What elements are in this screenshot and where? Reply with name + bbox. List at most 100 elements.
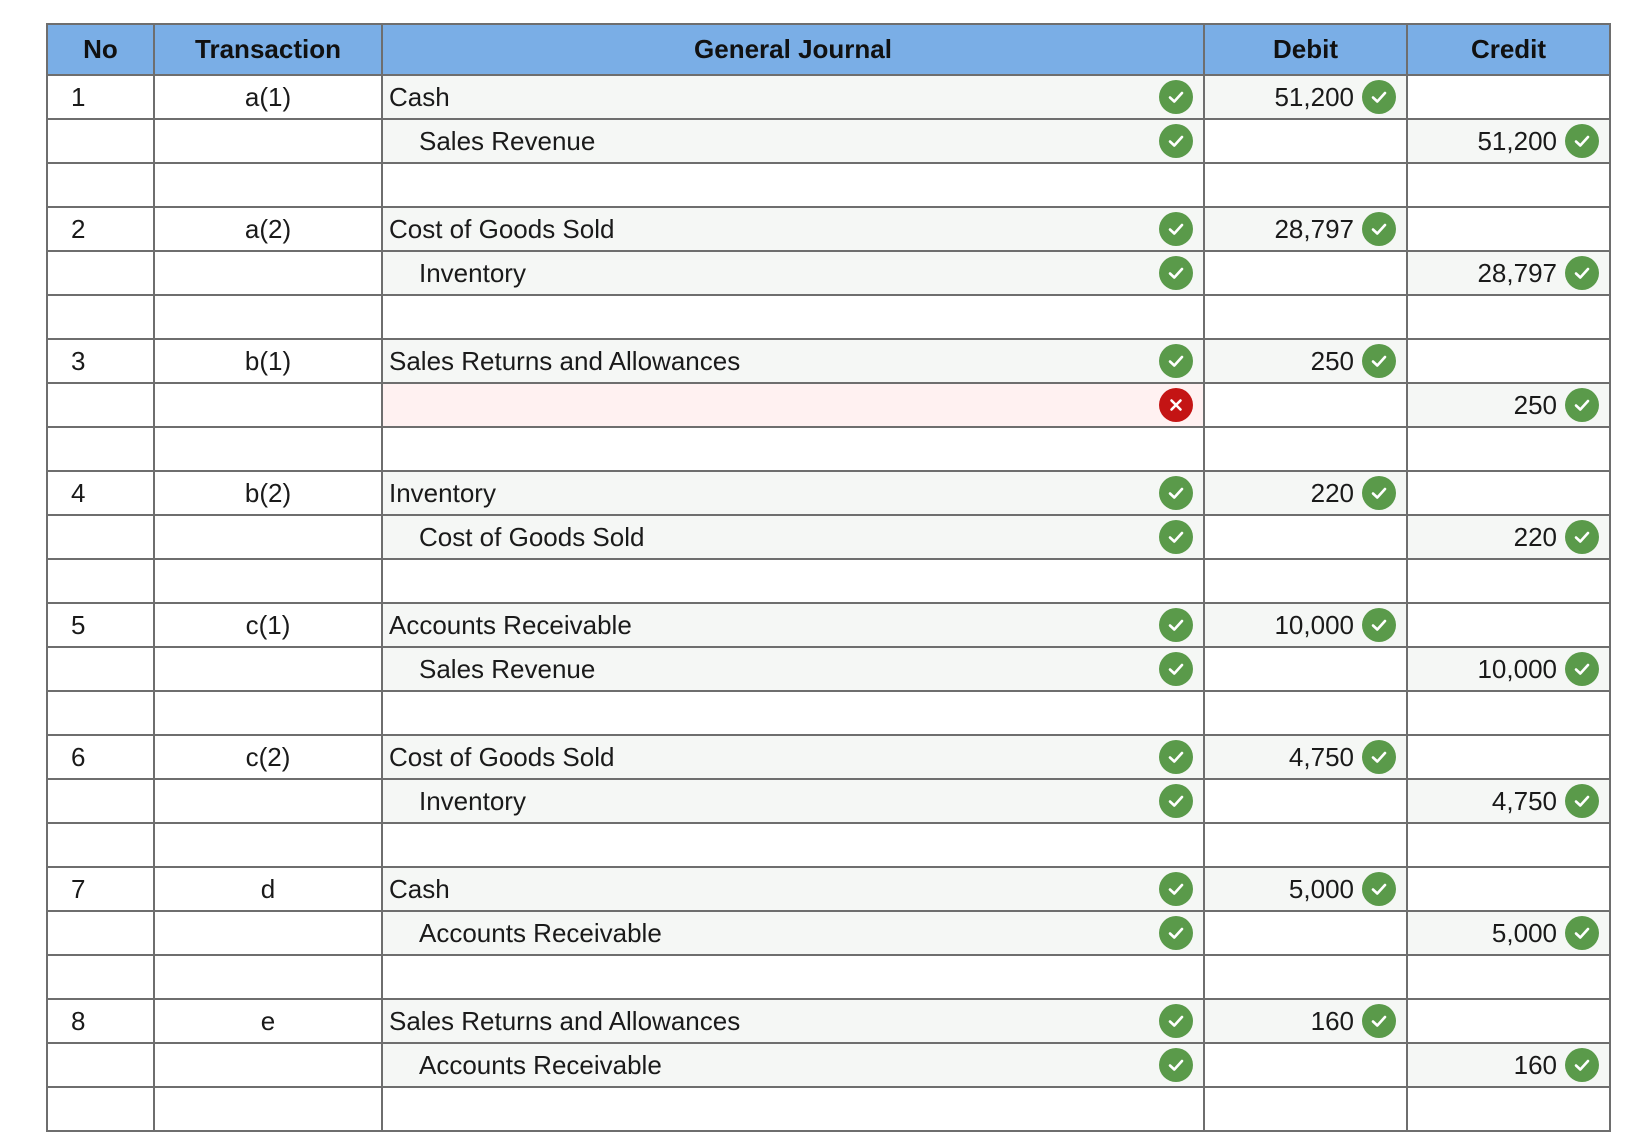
debit-cell[interactable]: 220 <box>1203 470 1408 516</box>
debit-cell[interactable]: 5,000 <box>1203 866 1408 912</box>
entry-number-cell: 4 <box>46 470 155 516</box>
check-circle-icon <box>1159 608 1193 642</box>
account-cell[interactable]: Sales Revenue <box>381 118 1205 164</box>
debit-amount[interactable]: 51,200 <box>1274 81 1354 112</box>
debit-cell[interactable]: 28,797 <box>1203 206 1408 252</box>
transaction-cell <box>153 118 383 164</box>
credit-cell[interactable]: 51,200 <box>1406 118 1611 164</box>
account-cell[interactable]: Cost of Goods Sold <box>381 734 1205 780</box>
account-name[interactable]: Sales Revenue <box>419 125 596 156</box>
account-cell <box>381 294 1205 340</box>
transaction-cell <box>153 778 383 824</box>
credit-cell[interactable]: 28,797 <box>1406 250 1611 296</box>
journal-row: 7 d Cash 5,000 <box>46 866 1611 912</box>
credit-amount[interactable]: 220 <box>1513 521 1557 552</box>
entry-number-cell <box>46 558 155 604</box>
journal-row: 4 b(2) Inventory 220 <box>46 470 1611 516</box>
check-circle-icon <box>1159 652 1193 686</box>
debit-cell <box>1203 778 1408 824</box>
check-circle-icon <box>1159 520 1193 554</box>
entry-number-cell <box>46 294 155 340</box>
check-circle-icon <box>1159 1048 1193 1082</box>
account-name[interactable]: Inventory <box>419 785 526 816</box>
debit-amount[interactable]: 220 <box>1310 477 1354 508</box>
account-cell[interactable]: Sales Revenue <box>381 646 1205 692</box>
credit-amount[interactable]: 28,797 <box>1477 257 1557 288</box>
account-cell[interactable]: Sales Returns and Allowances <box>381 338 1205 384</box>
credit-amount[interactable]: 4,750 <box>1491 785 1557 816</box>
credit-amount[interactable]: 5,000 <box>1491 917 1557 948</box>
transaction-cell <box>153 382 383 428</box>
check-circle-icon <box>1565 652 1599 686</box>
transaction-cell <box>153 294 383 340</box>
credit-amount[interactable]: 250 <box>1513 389 1557 420</box>
journal-row: Accounts Receivable 5,000 <box>46 910 1611 956</box>
account-name[interactable]: Cost of Goods Sold <box>419 521 645 552</box>
debit-cell <box>1203 1042 1408 1088</box>
credit-cell[interactable]: 160 <box>1406 1042 1611 1088</box>
check-circle-icon <box>1159 1004 1193 1038</box>
account-cell[interactable]: Cost of Goods Sold <box>381 514 1205 560</box>
account-cell[interactable]: Accounts Receivable <box>381 910 1205 956</box>
debit-amount[interactable]: 160 <box>1310 1005 1354 1036</box>
account-cell[interactable]: Accounts Receivable <box>381 1042 1205 1088</box>
credit-amount[interactable]: 160 <box>1513 1049 1557 1080</box>
account-cell[interactable]: Inventory <box>381 778 1205 824</box>
credit-cell <box>1406 602 1611 648</box>
account-cell <box>381 426 1205 472</box>
check-circle-icon <box>1565 520 1599 554</box>
account-name[interactable]: Sales Returns and Allowances <box>389 1005 741 1036</box>
account-cell[interactable]: Inventory <box>381 470 1205 516</box>
debit-cell <box>1203 250 1408 296</box>
debit-cell[interactable]: 51,200 <box>1203 74 1408 120</box>
account-cell[interactable]: Cost of Goods Sold <box>381 206 1205 252</box>
account-name[interactable]: Accounts Receivable <box>419 1049 662 1080</box>
credit-cell[interactable]: 4,750 <box>1406 778 1611 824</box>
entry-number-cell <box>46 162 155 208</box>
debit-amount[interactable]: 28,797 <box>1274 213 1354 244</box>
check-circle-icon <box>1159 212 1193 246</box>
debit-cell[interactable]: 4,750 <box>1203 734 1408 780</box>
account-name[interactable]: Cost of Goods Sold <box>389 741 615 772</box>
account-name[interactable]: Accounts Receivable <box>389 609 632 640</box>
account-cell <box>381 162 1205 208</box>
debit-cell[interactable]: 10,000 <box>1203 602 1408 648</box>
account-cell <box>381 822 1205 868</box>
account-cell[interactable]: Cash <box>381 866 1205 912</box>
debit-cell[interactable]: 160 <box>1203 998 1408 1044</box>
journal-row: 8 e Sales Returns and Allowances 160 <box>46 998 1611 1044</box>
credit-amount[interactable]: 51,200 <box>1477 125 1557 156</box>
journal-row: 1 a(1) Cash 51,200 <box>46 74 1611 120</box>
account-name[interactable]: Cash <box>389 873 450 904</box>
account-name[interactable]: Accounts Receivable <box>419 917 662 948</box>
account-name[interactable]: Cash <box>389 81 450 112</box>
journal-row: 3 b(1) Sales Returns and Allowances 250 <box>46 338 1611 384</box>
account-name[interactable]: Cost of Goods Sold <box>389 213 615 244</box>
entry-number-cell: 8 <box>46 998 155 1044</box>
check-circle-icon <box>1362 1004 1396 1038</box>
account-cell[interactable]: Cash <box>381 74 1205 120</box>
account-cell[interactable]: Inventory <box>381 250 1205 296</box>
debit-amount[interactable]: 5,000 <box>1288 873 1354 904</box>
account-cell[interactable]: Sales Returns and Allowances <box>381 998 1205 1044</box>
header-no: No <box>46 23 155 76</box>
blank-row <box>46 294 1611 340</box>
debit-cell[interactable]: 250 <box>1203 338 1408 384</box>
account-name[interactable]: Inventory <box>419 257 526 288</box>
account-name[interactable]: Sales Returns and Allowances <box>389 345 741 376</box>
journal-table-container: No Transaction General Journal Debit Cre… <box>46 23 1611 1132</box>
credit-cell[interactable]: 250 <box>1406 382 1611 428</box>
credit-cell[interactable]: 220 <box>1406 514 1611 560</box>
credit-cell <box>1406 294 1611 340</box>
debit-amount[interactable]: 4,750 <box>1288 741 1354 772</box>
credit-cell[interactable]: 10,000 <box>1406 646 1611 692</box>
account-name[interactable]: Sales Revenue <box>419 653 596 684</box>
account-cell[interactable]: Accounts Receivable <box>381 602 1205 648</box>
credit-cell[interactable]: 5,000 <box>1406 910 1611 956</box>
debit-amount[interactable]: 250 <box>1310 345 1354 376</box>
credit-amount[interactable]: 10,000 <box>1477 653 1557 684</box>
account-cell[interactable] <box>381 382 1205 428</box>
transaction-cell <box>153 426 383 472</box>
account-name[interactable]: Inventory <box>389 477 496 508</box>
debit-amount[interactable]: 10,000 <box>1274 609 1354 640</box>
